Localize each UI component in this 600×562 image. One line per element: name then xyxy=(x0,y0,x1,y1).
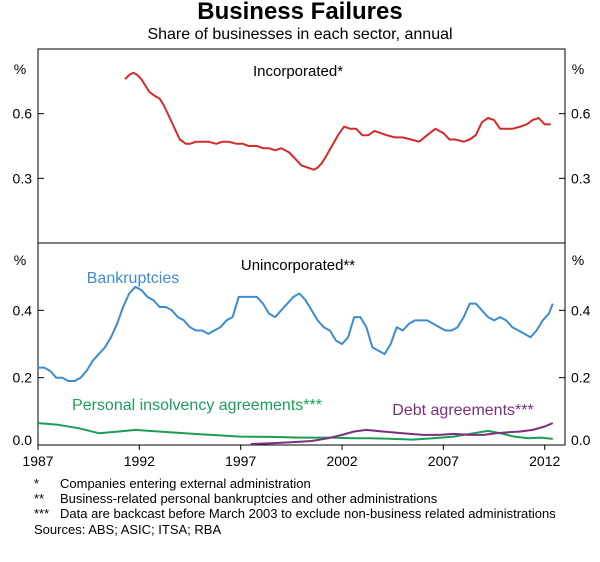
incorporated-panel-label: Incorporated* xyxy=(253,63,343,80)
personal-insolvency-series-label: Personal insolvency agreements*** xyxy=(72,397,322,414)
bottom-left-y-tick-label: 0.0 xyxy=(13,432,33,448)
debt-agreements-series-label: Debt agreements*** xyxy=(392,402,533,419)
bottom-right-y-tick-label: 0.4 xyxy=(571,302,591,318)
bottom-right-y-tick-label: 0.2 xyxy=(571,370,591,386)
chart-subtitle: Share of businesses in each sector, annu… xyxy=(147,26,453,43)
x-tick-label: 1997 xyxy=(225,453,256,469)
x-tick-label: 2002 xyxy=(326,453,357,469)
chart-canvas: % % % % Incorporated* Unincorporated** B… xyxy=(13,48,591,469)
x-tick-label: 2012 xyxy=(529,453,560,469)
debt-agreements-line xyxy=(250,422,554,445)
footnote-2-mark: ** xyxy=(34,491,45,506)
top-left-y-tick-label: 0.3 xyxy=(13,170,33,186)
footnote-2-text: Business-related personal bankruptcies a… xyxy=(60,491,438,506)
bottom-right-y-tick-label: 0.0 xyxy=(571,432,591,448)
x-tick-label: 1992 xyxy=(124,453,155,469)
footnote-3: *** Data are backcast before March 2003 … xyxy=(34,506,594,521)
footnotes: * Companies entering external administra… xyxy=(34,476,594,537)
footnote-1-text: Companies entering external administrati… xyxy=(60,476,311,491)
footnote-3-text: Data are backcast before March 2003 to e… xyxy=(60,506,556,521)
bottom-left-y-tick-label: 0.2 xyxy=(13,370,33,386)
bankruptcies-line xyxy=(38,285,554,382)
top-right-y-tick-label: 0.6 xyxy=(571,106,591,122)
bottom-left-y-tick-label: 0.4 xyxy=(13,302,33,318)
footnote-1: * Companies entering external administra… xyxy=(34,476,594,491)
chart-title: Business Failures xyxy=(197,0,403,25)
top-right-percent-label: % xyxy=(572,61,584,77)
bankruptcies-series-label: Bankruptcies xyxy=(87,270,180,287)
x-tick-label: 2007 xyxy=(428,453,459,469)
top-right-y-tick-label: 0.3 xyxy=(571,170,591,186)
top-left-y-tick-label: 0.6 xyxy=(13,106,33,122)
unincorporated-panel-label: Unincorporated** xyxy=(241,257,355,274)
bottom-left-percent-label: % xyxy=(14,252,26,268)
footnote-3-mark: *** xyxy=(34,506,50,521)
footnote-2: ** Business-related personal bankruptcie… xyxy=(34,491,594,506)
footnote-1-mark: * xyxy=(34,476,40,491)
x-tick-label: 1987 xyxy=(22,453,53,469)
incorporated-line xyxy=(124,71,551,171)
bottom-right-percent-label: % xyxy=(572,252,584,268)
top-left-percent-label: % xyxy=(14,61,26,77)
sources: Sources: ABS; ASIC; ITSA; RBA xyxy=(34,522,222,537)
plot-frame xyxy=(37,48,566,446)
personal-insolvency-agreements-line xyxy=(37,422,553,441)
